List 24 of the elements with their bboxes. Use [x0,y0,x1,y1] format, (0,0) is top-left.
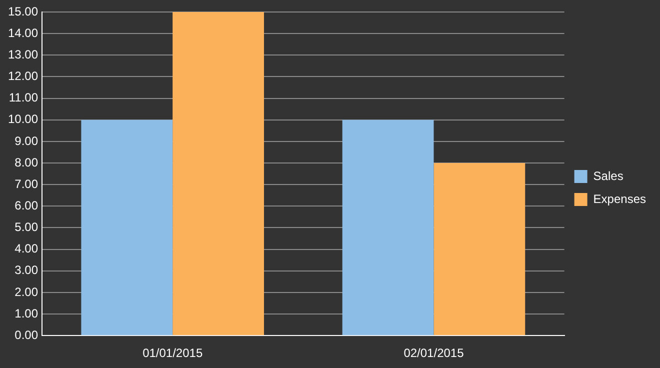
y-tick-label: 0.00 [14,328,38,342]
y-tick-label: 8.00 [14,155,38,170]
x-tick-label: 02/01/2015 [404,346,464,360]
y-tick-label: 10.00 [8,112,38,126]
y-tick-label: 15.00 [8,4,38,18]
y-tick-label: 9.00 [14,134,38,148]
y-tick-label: 1.00 [14,306,38,320]
bar [172,12,264,336]
y-tick-label: 3.00 [14,263,38,278]
bar [81,120,173,336]
y-tick-label: 13.00 [8,47,38,62]
y-tick-label: 14.00 [8,26,38,40]
y-tick-label: 2.00 [14,284,38,299]
legend-label: Sales [593,168,624,183]
bar [434,163,526,336]
y-tick-label: 11.00 [8,90,38,105]
legend-label: Expenses [593,192,646,206]
y-tick-label: 5.00 [14,220,38,234]
y-tick-label: 7.00 [14,176,38,191]
y-tick-label: 4.00 [14,242,38,256]
x-tick-label: 01/01/2015 [142,346,203,360]
y-tick-label: 12.00 [8,69,38,84]
bar [342,120,434,336]
y-tick-label: 6.00 [14,198,38,212]
